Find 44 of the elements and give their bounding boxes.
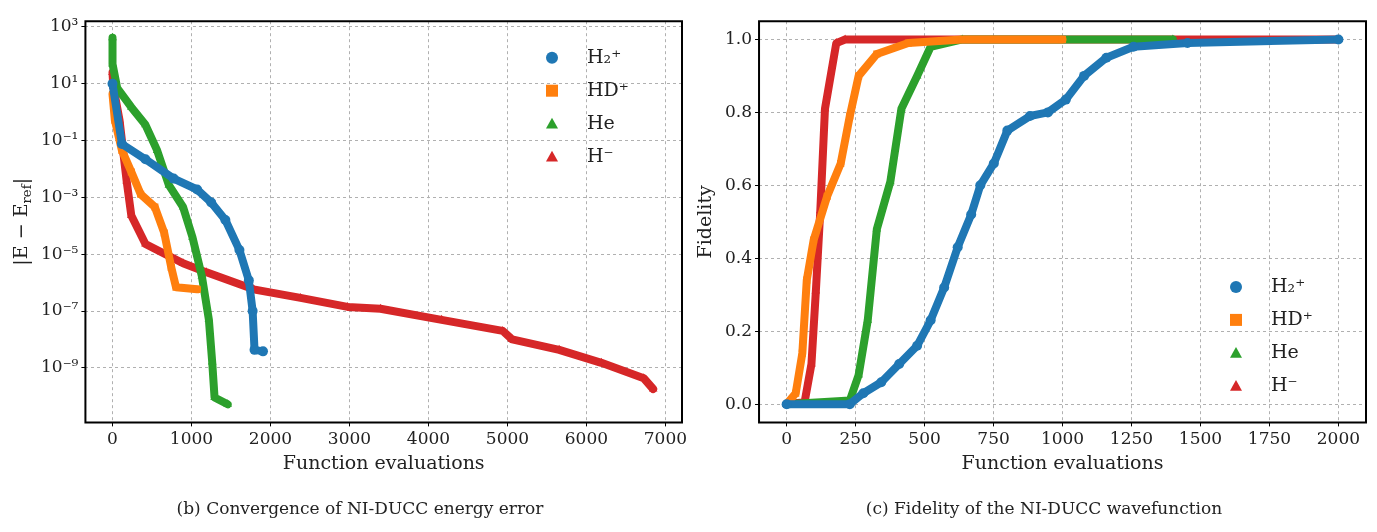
x-tick-label: 0 xyxy=(781,428,793,449)
legend-label: HD⁺ xyxy=(587,77,629,100)
y-tick-label: 10⁻⁷ xyxy=(41,299,79,320)
legend-label: He xyxy=(587,110,615,133)
x-tick-label: 1500 xyxy=(1178,428,1223,449)
x-axis-title: Function evaluations xyxy=(282,451,485,474)
text: (c) Fidelity of the NI-DUCC wavefunction xyxy=(865,498,1223,519)
y-tick-label: 0.4 xyxy=(724,246,753,267)
x-tick-label: 1750 xyxy=(1247,428,1292,449)
x-tick-label: 4000 xyxy=(406,428,451,449)
legend-label: H₂⁺ xyxy=(1271,273,1306,296)
x-tick-label: 0 xyxy=(107,428,118,449)
x-tick-label: 1000 xyxy=(1040,428,1085,449)
legend-label: H⁻ xyxy=(1271,372,1298,395)
y-axis-title: |E − Eref| xyxy=(8,177,35,266)
y-axis-title: Fidelity xyxy=(692,184,715,259)
text: (b) Convergence of NI-DUCC energy error xyxy=(176,498,545,519)
x-tick-label: 750 xyxy=(977,428,1010,449)
x-axis-title: Function evaluations xyxy=(961,451,1164,474)
x-tick-label: 250 xyxy=(839,428,872,449)
y-tick-label: 10³ xyxy=(49,15,79,36)
legend-label: H₂⁺ xyxy=(587,44,622,67)
y-tick-label: 0.0 xyxy=(724,392,753,413)
legend-label: H⁻ xyxy=(587,143,614,166)
x-tick-label: 5000 xyxy=(485,428,530,449)
y-tick-label: 1.0 xyxy=(724,27,753,48)
x-tick-label: 7000 xyxy=(643,428,688,449)
y-tick-label: 10¹ xyxy=(49,72,79,93)
y-tick-label: 0.2 xyxy=(724,319,753,340)
y-tick-label: 10⁻⁹ xyxy=(41,356,79,377)
legend-label: He xyxy=(1271,339,1299,362)
x-tick-label: 3000 xyxy=(327,428,372,449)
y-tick-label: 10⁻¹ xyxy=(41,129,79,150)
legend-label: HD⁺ xyxy=(1271,306,1313,329)
y-tick-label: 10⁻³ xyxy=(41,185,79,206)
x-tick-label: 1250 xyxy=(1109,428,1154,449)
x-tick-label: 1000 xyxy=(169,428,214,449)
x-tick-label: 2000 xyxy=(1316,428,1361,449)
x-tick-label: 500 xyxy=(908,428,941,449)
y-tick-label: 0.8 xyxy=(724,100,753,121)
y-tick-label: 0.6 xyxy=(724,173,753,194)
y-tick-label: 10⁻⁵ xyxy=(41,242,79,263)
x-tick-label: 2000 xyxy=(248,428,293,449)
x-tick-label: 6000 xyxy=(564,428,609,449)
